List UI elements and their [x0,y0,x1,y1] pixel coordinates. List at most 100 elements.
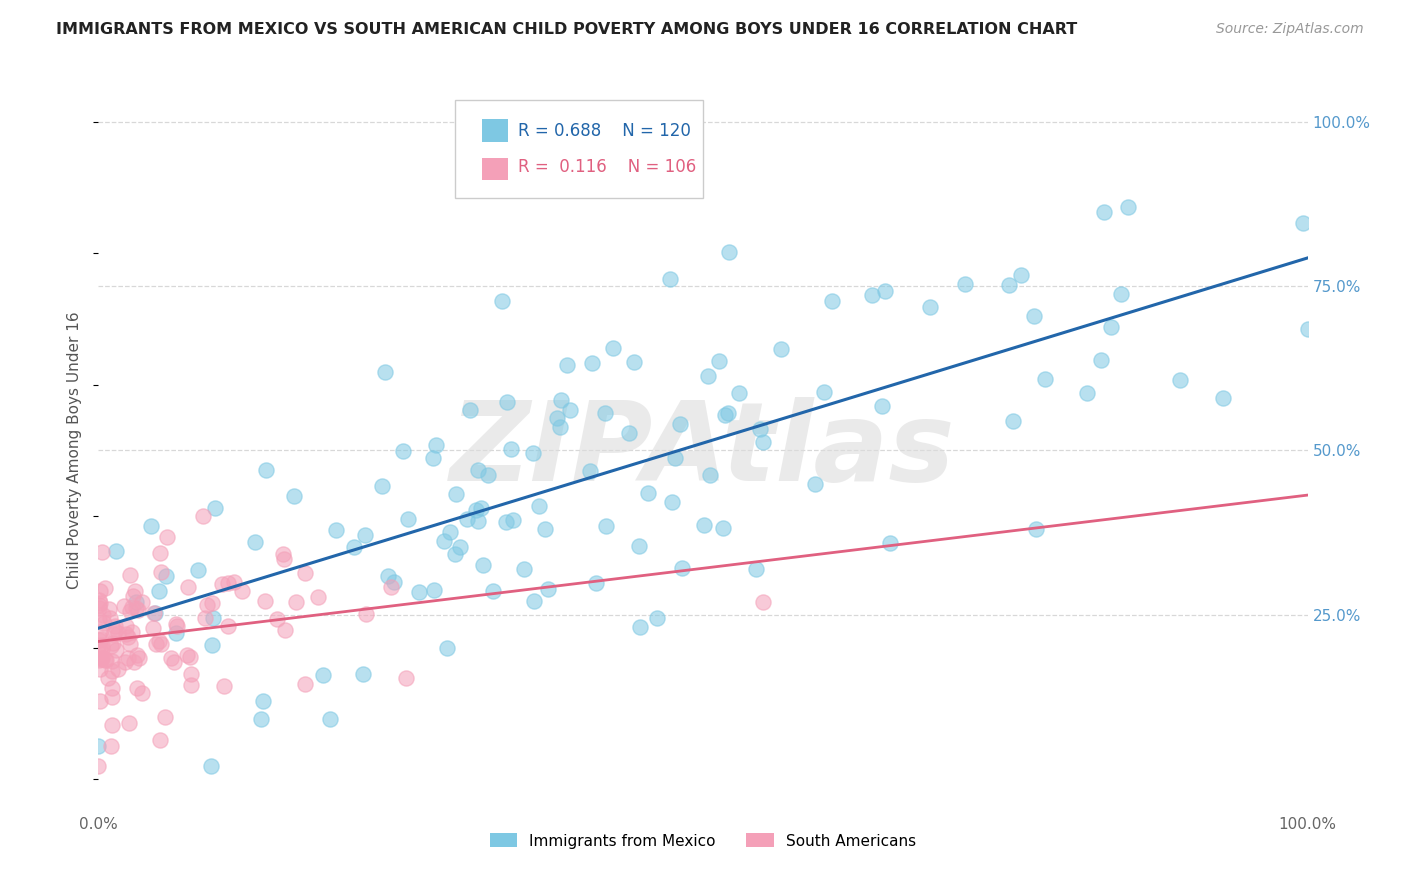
Point [623,355,645,369]
Point [467,463,489,477]
Point [391,443,413,458]
Point [89,662,111,676]
Point [118,567,141,582]
Point [499,442,522,457]
Point [273,551,295,566]
Point [89,644,111,658]
Point [100,640,122,654]
Point [512,562,534,576]
Point [693,517,716,532]
Point [529,499,551,513]
Point [1010,268,1032,282]
Point [200,638,222,652]
Point [87,639,110,653]
Point [90,652,112,666]
Point [860,287,883,301]
Point [148,634,170,648]
Point [89,593,111,607]
Point [195,598,218,612]
Point [550,419,572,434]
Point [118,716,141,731]
Point [204,501,226,516]
Point [155,710,177,724]
Point [125,601,148,615]
Point [1116,201,1139,215]
Point [87,633,110,648]
Point [253,594,276,608]
Point [127,681,149,695]
Point [394,671,416,685]
Point [166,619,188,633]
Point [423,582,446,597]
Point [593,406,616,420]
Point [121,625,143,640]
Point [555,358,578,372]
Point [537,582,560,597]
Point [104,624,127,639]
Point [637,486,659,500]
Point [149,547,172,561]
Point [581,356,603,370]
Point [1109,286,1132,301]
Point [93,582,115,596]
Point [1025,522,1047,536]
Text: IMMIGRANTS FROM MEXICO VS SOUTH AMERICAN CHILD POVERTY AMONG BOYS UNDER 16 CORRE: IMMIGRANTS FROM MEXICO VS SOUTH AMERICAN… [56,22,1077,37]
Point [125,595,148,609]
Point [201,596,224,610]
Point [920,300,942,314]
Point [114,656,136,670]
Point [558,403,581,417]
Point [91,608,114,623]
Point [444,547,467,561]
Point [546,411,568,425]
Point [212,679,235,693]
Point [502,513,524,527]
Point [439,524,461,539]
Point [752,595,775,609]
Point [150,565,173,579]
Point [352,667,374,681]
Point [436,641,458,656]
Point [217,575,239,590]
Point [87,653,110,667]
Point [104,618,127,632]
Point [661,495,683,509]
Point [155,569,177,583]
Point [231,583,253,598]
Point [179,650,201,665]
Point [449,541,471,555]
Point [224,575,246,590]
Point [617,426,640,441]
Point [121,599,143,614]
Point [1099,319,1122,334]
Point [128,651,150,665]
Point [120,637,142,651]
Point [713,408,735,422]
Point [669,417,692,431]
Point [325,523,347,537]
Point [101,636,124,650]
Point [120,604,142,618]
Point [91,651,114,665]
Point [202,611,225,625]
Point [578,464,600,478]
Point [121,589,143,603]
Point [879,535,901,549]
Point [749,422,772,436]
Point [87,613,110,627]
Point [1090,353,1112,368]
Point [294,566,316,581]
Text: Source: ZipAtlas.com: Source: ZipAtlas.com [1216,22,1364,37]
Point [250,712,273,726]
Point [176,648,198,662]
Point [495,515,517,529]
Point [87,599,110,613]
Point [873,284,896,298]
Point [602,341,624,355]
Point [482,584,505,599]
Point [491,293,513,308]
Text: ZIPAtlas: ZIPAtlas [450,397,956,504]
Point [218,618,240,632]
Point [112,599,135,613]
Point [433,533,456,548]
